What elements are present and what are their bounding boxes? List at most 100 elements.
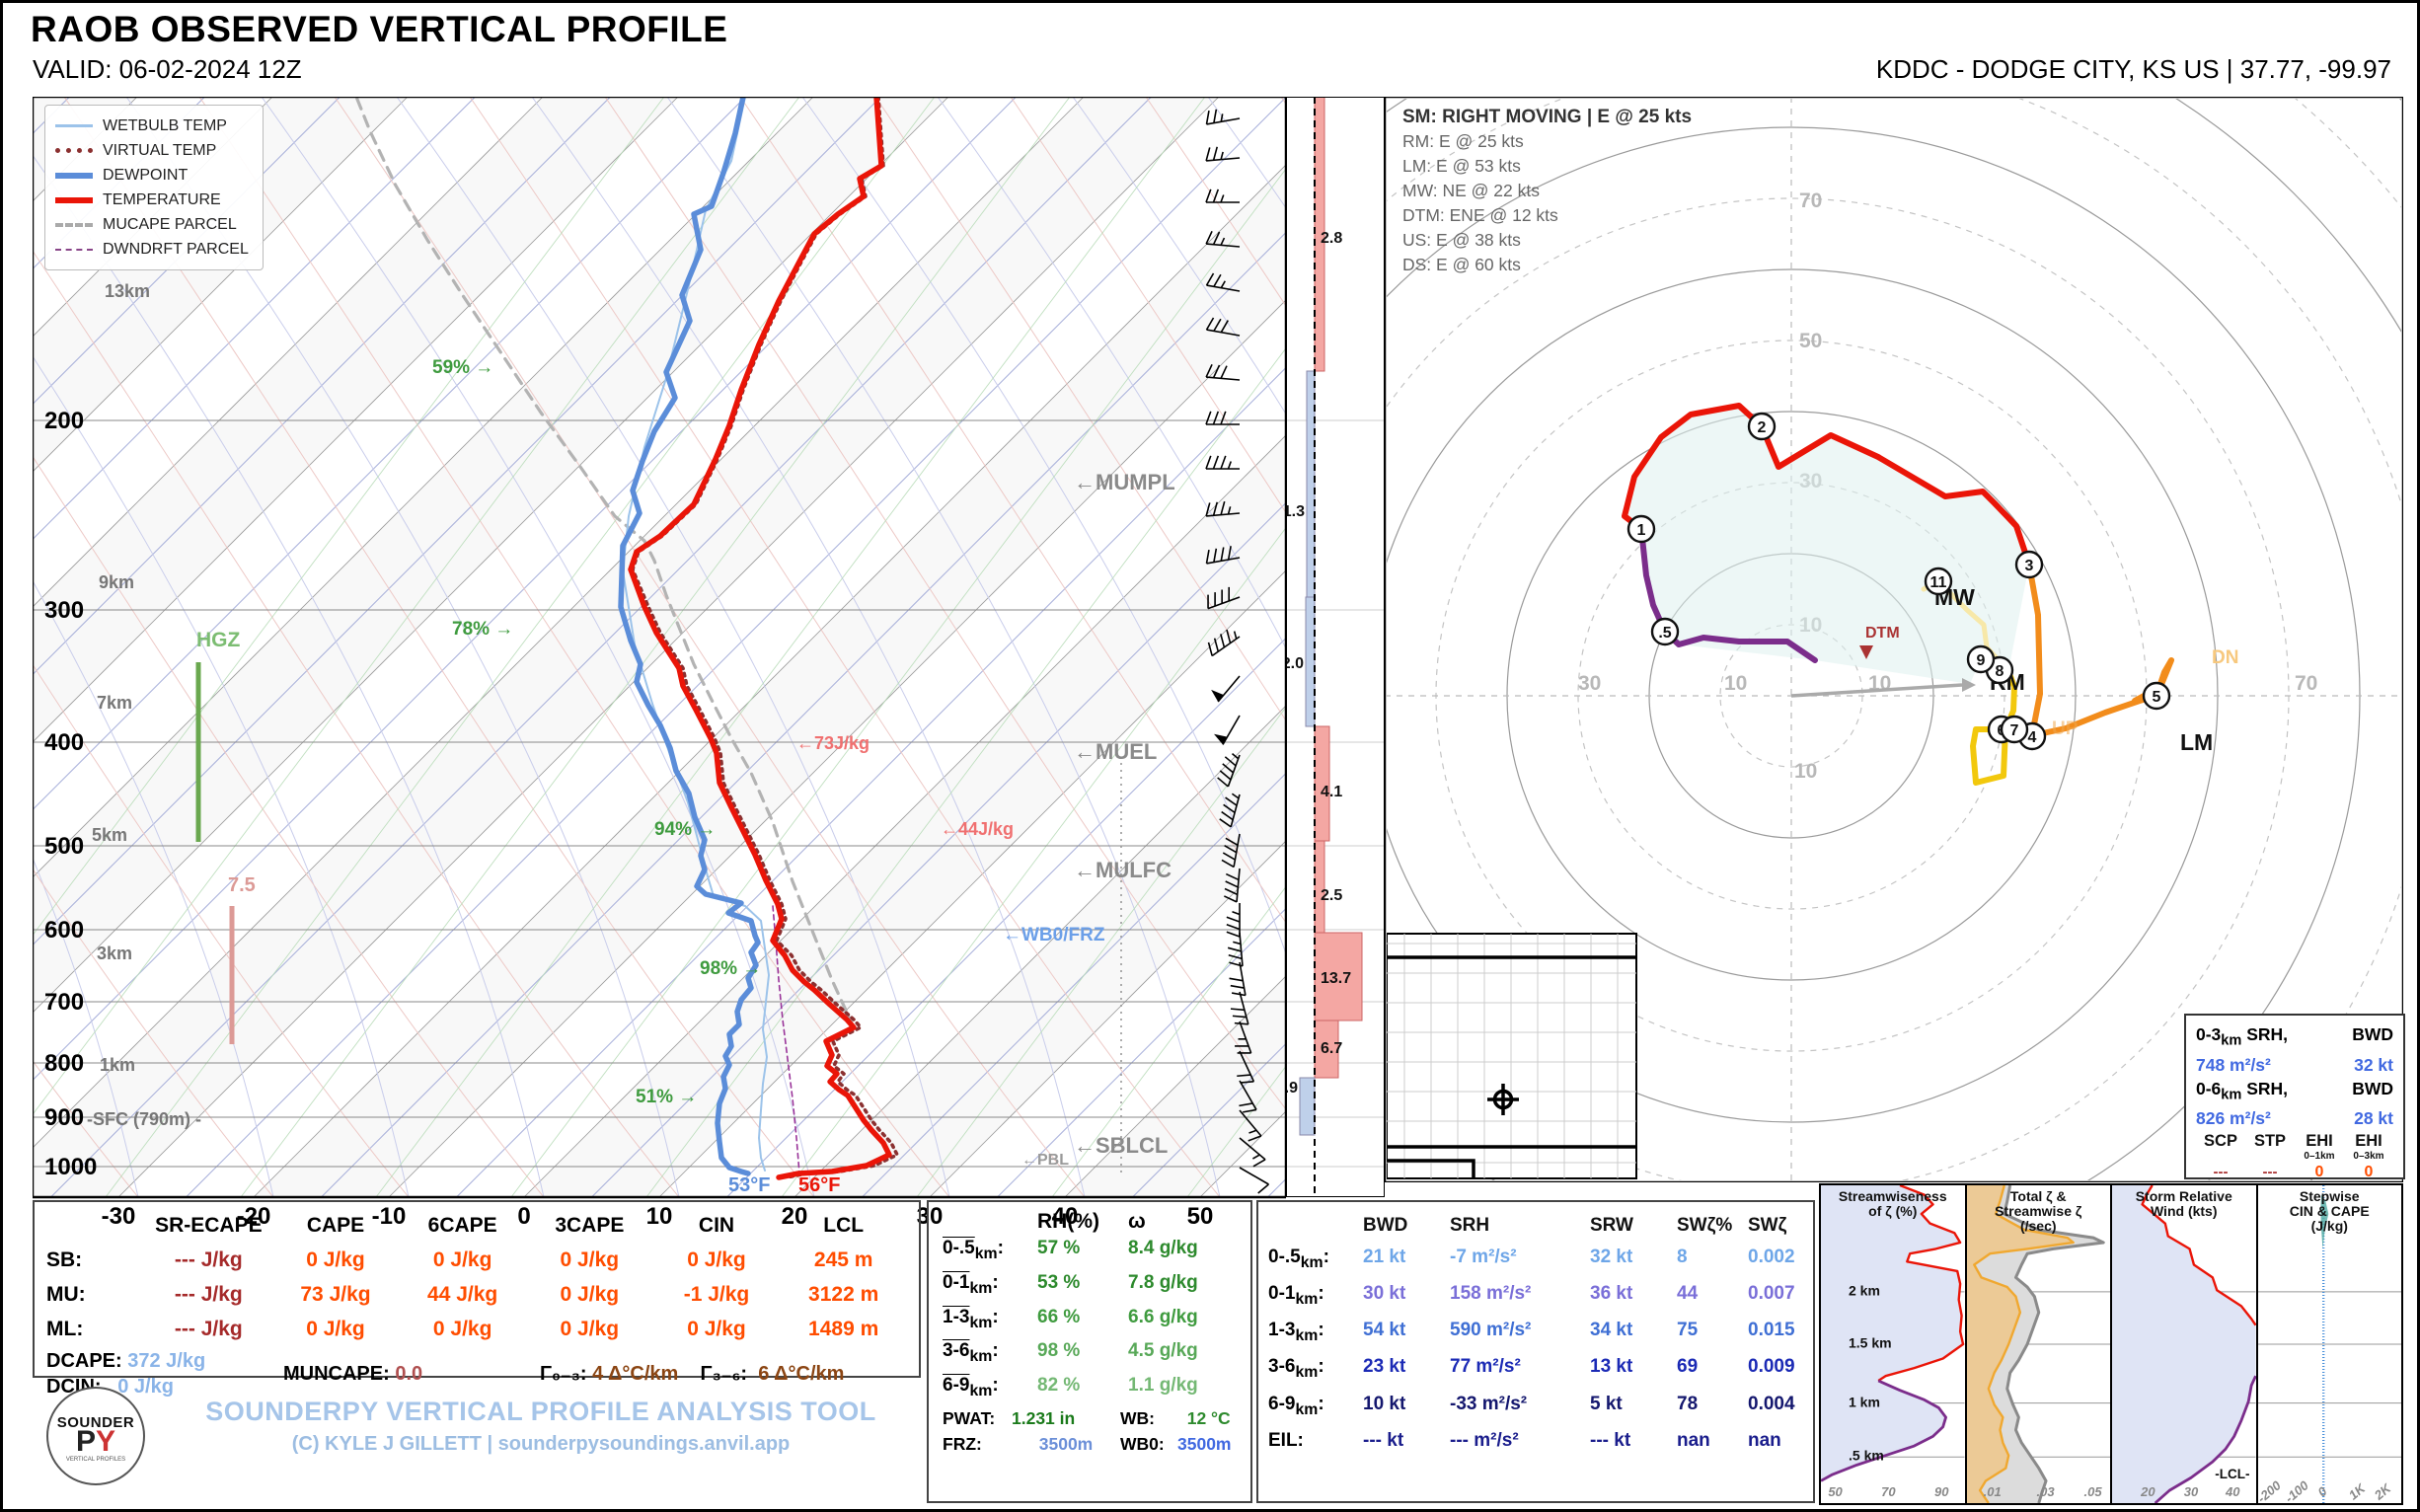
height-gridline-label: 1.5 km (1849, 1334, 1892, 1351)
height-marker-11 (1924, 567, 1953, 596)
temperature-trace (628, 98, 892, 1180)
cape-value: --- J/kg (174, 1283, 243, 1306)
skewt-annotation: ←WB0/FRZ (1003, 925, 1105, 945)
x-tick-label: 70 (1881, 1484, 1896, 1499)
x-tick-label: .05 (2083, 1484, 2102, 1499)
skewt-annotation: 56°F (798, 1174, 840, 1196)
skewt-annotation: ←MULFC (1074, 858, 1172, 882)
cape-value: 0 J/kg (560, 1248, 620, 1271)
rh-value: 53 % (1037, 1271, 1081, 1293)
x-tick-label: 20 (2141, 1484, 2155, 1499)
mini-panel-title: Total ζ & Streamwise ζ (/sec) (1995, 1188, 2082, 1234)
kin-value: nan (1677, 1429, 1710, 1451)
omega-bar (1305, 596, 1316, 727)
cape-value: 0 J/kg (432, 1318, 492, 1340)
x-tick-label: .03 (2036, 1484, 2055, 1499)
skewt-annotation: 59% → (432, 357, 493, 378)
composite-indices: SCP STP EHI 0–1km EHI 0–3km --- --- 0 0 (2204, 1132, 2384, 1180)
cape-value: --- J/kg (174, 1248, 243, 1271)
legend-label: MUCAPE PARCEL (103, 215, 237, 233)
kin-value: 32 kt (1590, 1246, 1633, 1267)
dwndrft-line-sample (55, 248, 93, 251)
svg-text:9: 9 (1977, 652, 1986, 669)
skewt-annotation: ←73J/kg (796, 733, 870, 753)
sounderpy-logo: SOUNDER PY VERTICAL PROFILES (46, 1387, 145, 1485)
location-inset-map (1387, 933, 1637, 1179)
kin-value: 5 kt (1590, 1393, 1623, 1414)
hodo-trace-1-3km (1622, 403, 2032, 567)
kin-header: SRW (1590, 1215, 1633, 1236)
temp-tick-label: 10 (646, 1203, 673, 1230)
legend-item-dwndrft: DWNDRFT PARCEL (55, 237, 249, 262)
svg-text:5: 5 (2153, 689, 2161, 706)
credit-block: SOUNDER PY VERTICAL PROFILES SOUNDERPY V… (33, 1383, 921, 1503)
rh-value: 82 % (1037, 1375, 1081, 1397)
mixing-ratio-value: 8.4 g/kg (1128, 1238, 1198, 1258)
row-label: ML: (46, 1318, 84, 1340)
temp-tick-label: 50 (1187, 1203, 1214, 1230)
omega-value: 4.1 (1321, 784, 1342, 800)
storm-motion-line-1: RM: E @ 25 kts (1402, 131, 1524, 151)
cape-value: 0 J/kg (432, 1248, 492, 1271)
skewt-annotation: 94% → (654, 819, 716, 840)
skewt-grid (34, 98, 1285, 1196)
altitude-label: 5km (92, 825, 127, 845)
svg-text:4: 4 (2028, 729, 2037, 746)
altitude-label: 7km (97, 693, 132, 713)
pressure-tick-label: 600 (44, 917, 84, 944)
legend-label: DEWPOINT (103, 166, 189, 184)
downdraft-parcel-trace (772, 905, 800, 1174)
kin-value: 30 kt (1363, 1282, 1406, 1304)
height-marker-5 (2142, 681, 2171, 711)
omega-column: 2.8 1.3 2.0 4.1 2.5 13.7 6.7 3.9 (1276, 96, 1386, 1198)
mini-panel-title: Stepwise CIN & CAPE (J/kg) (2289, 1188, 2370, 1234)
hodograph-panel: 705030103010107010RMLMMWDTMDNUP.51234567… (1383, 95, 2405, 1184)
omega-value: 13.7 (1321, 970, 1351, 987)
col-header: CAPE (306, 1214, 365, 1237)
page-title: RAOB OBSERVED VERTICAL PROFILE (31, 9, 728, 49)
altitude-label: 13km (105, 281, 150, 301)
rh-row: 0-1km: 53 % 7.8 g/kg (943, 1268, 1237, 1303)
svg-text:7: 7 (2010, 722, 2019, 739)
omega-value: 2.0 (1286, 655, 1304, 672)
temp-tick-label: 20 (782, 1203, 808, 1230)
kin-row-label: 1-3km: (1268, 1320, 1324, 1344)
dewpoint-line-sample (55, 172, 93, 179)
pressure-tick-label: 500 (44, 833, 84, 860)
height-marker-9 (1966, 644, 1996, 674)
ring-label: 10 (1794, 760, 1817, 783)
storm-motion-line-3: MW: NE @ 22 kts (1402, 181, 1540, 200)
omega-bar (1314, 1020, 1339, 1079)
kin-value: 21 kt (1363, 1246, 1406, 1267)
pressure-tick-label: 300 (44, 597, 84, 624)
dewpoint-trace (618, 98, 761, 1176)
frz-row: FRZ: 3500m WB0: 3500m (943, 1433, 1232, 1454)
cape-value: 0 J/kg (560, 1318, 620, 1340)
skewt-annotation: 53°F (728, 1174, 770, 1196)
kin-row-label: 0-.5km: (1268, 1246, 1329, 1271)
ring-label: 50 (1799, 330, 1822, 352)
cape-value: 245 m (813, 1248, 873, 1271)
row-label: SB: (46, 1248, 83, 1271)
kin-value: --- kt (1363, 1429, 1404, 1451)
storm-motion-line-2: LM: E @ 53 kts (1402, 156, 1521, 176)
cape-value: 3122 m (808, 1283, 879, 1306)
pressure-tick-label: 200 (44, 408, 84, 434)
omega-value: 6.7 (1321, 1040, 1342, 1057)
kin-value: --- m²/s² (1450, 1429, 1519, 1451)
srh-bwd-summary-box: 0-3km SRH, BWD 748 m²/s² 32 kt 0-6km SRH, BWD… (2184, 1014, 2405, 1180)
kin-value: nan (1748, 1429, 1781, 1451)
x-tick-label: 40 (2225, 1484, 2240, 1499)
omega-value: 2.5 (1321, 887, 1342, 904)
kin-value: 158 m²/s² (1450, 1282, 1532, 1304)
pressure-tick-label: 1000 (44, 1154, 97, 1180)
skewt-annotation: HGZ (196, 629, 241, 651)
hodo-label-dtm: DTM (1865, 625, 1900, 642)
legend-item-temperature: TEMPERATURE (55, 188, 249, 212)
skewt-annotation: ←PBL (1021, 1152, 1069, 1169)
cape-value: --- J/kg (174, 1318, 243, 1340)
altitude-label: 9km (99, 572, 134, 592)
kin-value: 34 kt (1590, 1320, 1633, 1341)
temp-tick-label: 30 (917, 1203, 944, 1230)
